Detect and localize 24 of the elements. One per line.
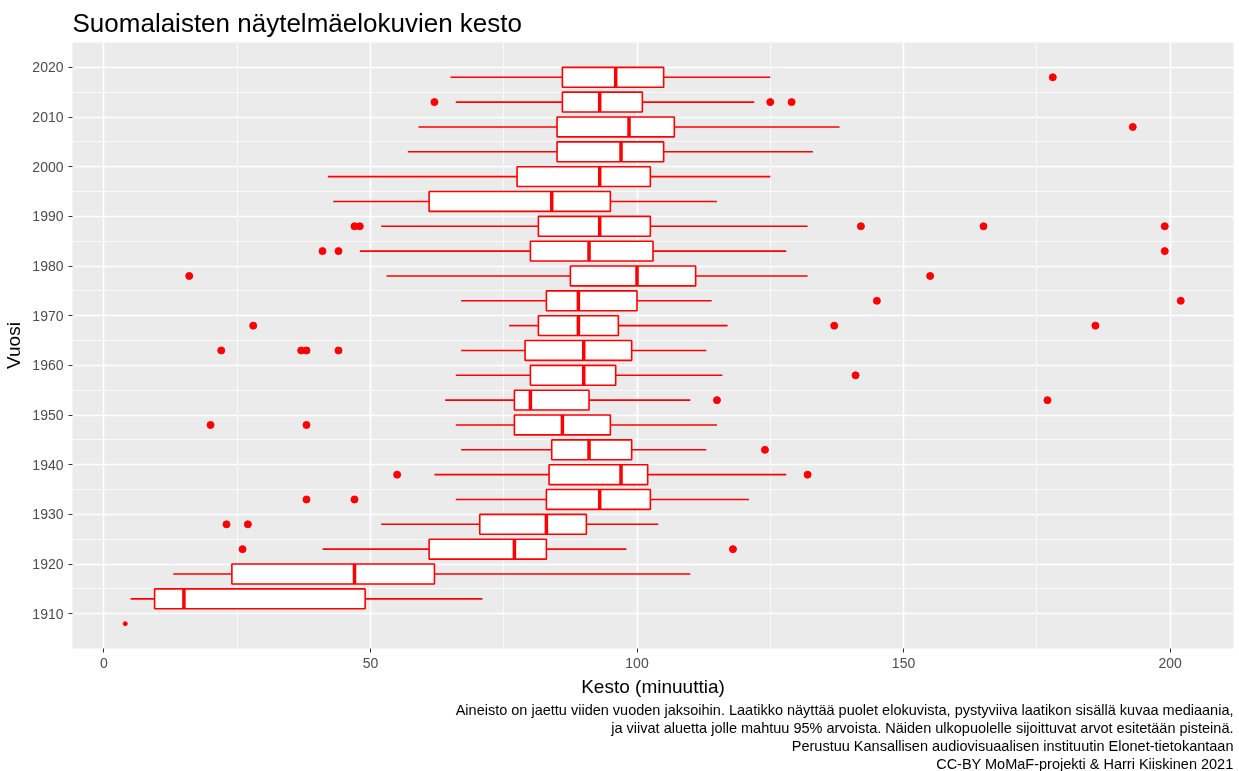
y-tick-label: 1910 — [32, 605, 64, 622]
y-tick-label: 1960 — [32, 357, 64, 374]
x-tick-label: 150 — [891, 654, 916, 671]
y-axis-title: Vuosi — [3, 322, 25, 369]
y-tick-label: 1940 — [32, 456, 64, 473]
y-tick-label: 1920 — [32, 556, 64, 573]
x-tick-label: 200 — [1158, 654, 1182, 671]
y-tick-label: 2020 — [32, 59, 64, 76]
x-tick-label: 50 — [362, 654, 379, 671]
y-tick-label: 1990 — [32, 208, 64, 225]
chart-title: Suomalaisten näytelmäelokuvien kesto — [72, 7, 522, 38]
text: CC-BY MoMaF-projekti & Harri Kiiskinen 2021 — [936, 755, 1234, 771]
y-tick-label: 2000 — [32, 158, 64, 175]
text: ja viivat aluetta jolle mahtuu 95% arvoista. Näiden ulkopuolelle sijoittuvat arvot esitetään pisteinä. — [610, 719, 1234, 736]
text: Aineisto on jaettu viiden vuoden jaksoihin. Laatikko näyttää puolet elokuvista, pystyviiva laatikon sisällä kuvaa mediaania, — [455, 701, 1234, 718]
x-tick-label: 100 — [625, 654, 649, 671]
x-tick-label: 0 — [100, 654, 109, 671]
y-tick-label: 1950 — [32, 407, 64, 424]
y-tick-label: 1980 — [32, 258, 64, 275]
y-tick-label: 2010 — [32, 109, 64, 126]
x-axis-title: Kesto (minuuttia) — [581, 675, 725, 697]
y-tick-label: 1970 — [32, 307, 64, 324]
text: Perustuu Kansallisen audiovisuaalisen instituutin Elonet-tietokantaan — [791, 737, 1234, 754]
y-tick-label: 1930 — [32, 506, 64, 523]
